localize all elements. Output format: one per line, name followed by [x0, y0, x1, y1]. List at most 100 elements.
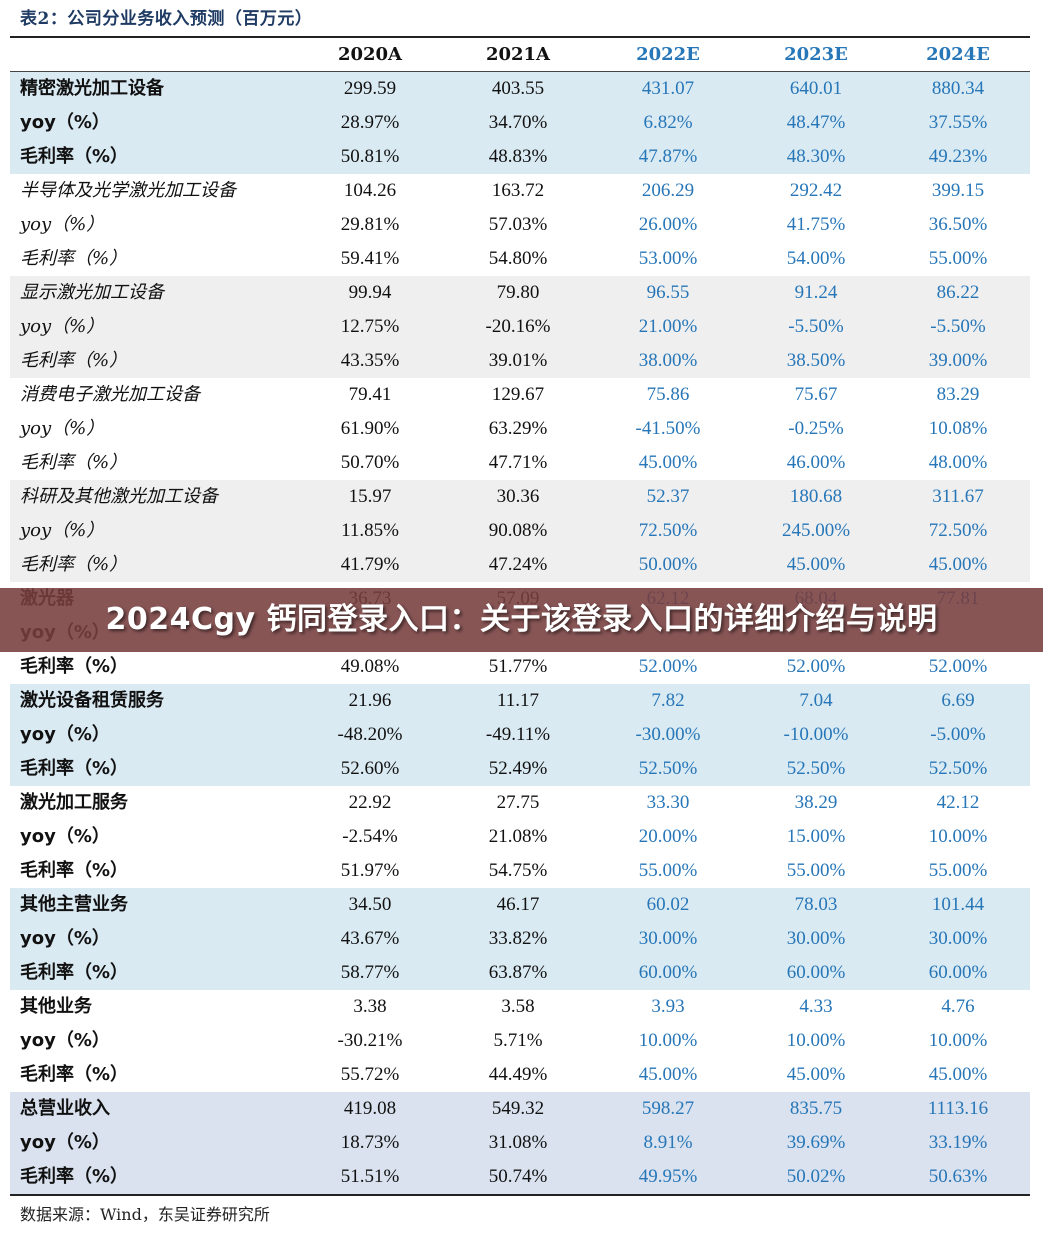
table-cell: 52.37	[646, 486, 690, 507]
column-header: 2023E	[784, 44, 848, 65]
table-cell: 54.00%	[786, 248, 846, 269]
table-cell: 51.97%	[340, 860, 400, 881]
table-cell: 52.60%	[340, 758, 400, 779]
table-cell: 36.50%	[928, 214, 988, 235]
row-label: 半导体及光学激光加工设备	[20, 180, 236, 201]
top-rule	[10, 36, 1030, 38]
table-cell: 403.55	[491, 78, 545, 99]
overlay-banner-text: 2024Cgy 钙同登录入口：关于该登录入口的详细介绍与说明	[105, 602, 938, 637]
table-cell: 311.67	[932, 486, 984, 507]
table-cell: -5.50%	[930, 316, 986, 337]
table-title: 表2：公司分业务收入预测（百万元）	[20, 9, 313, 29]
table-cell: 79.41	[348, 384, 392, 405]
table-cell: 7.82	[651, 690, 685, 711]
row-label: 消费电子激光加工设备	[20, 384, 200, 405]
table-cell: 12.75%	[340, 316, 400, 337]
table-cell: 104.26	[343, 180, 397, 201]
table-row: yoy（%） 12.75% -20.16% 21.00% -5.50% -5.50%	[10, 310, 1030, 344]
table-cell: 7.04	[799, 690, 833, 711]
table-cell: 46.17	[496, 894, 540, 915]
table-cell: 15.97	[348, 486, 392, 507]
table-row: yoy（%） 11.85% 90.08% 72.50% 245.00% 72.50%	[10, 514, 1030, 548]
table-cell: 49.23%	[928, 146, 988, 167]
table-cell: 4.33	[799, 996, 833, 1017]
table-cell: 78.03	[794, 894, 838, 915]
table-cell: 34.50	[348, 894, 392, 915]
table-cell: -2.54%	[342, 826, 398, 847]
table-cell: 51.51%	[340, 1166, 400, 1187]
table-cell: 75.67	[794, 384, 838, 405]
row-label: 毛利率（%）	[20, 1064, 129, 1085]
table-row: 毛利率（%） 50.81% 48.83% 47.87% 48.30% 49.23%	[10, 140, 1030, 174]
table-row: 消费电子激光加工设备 79.41 129.67 75.86 75.67 83.29	[10, 378, 1030, 412]
overlay-banner	[0, 588, 1043, 652]
table-cell: 38.29	[794, 792, 838, 813]
table-cell: 45.00%	[786, 1064, 846, 1085]
row-label: 毛利率（%）	[20, 1166, 129, 1187]
table-cell: 28.97%	[340, 112, 400, 133]
table-cell: 96.55	[646, 282, 690, 303]
table-cell: 60.00%	[638, 962, 698, 983]
segment-group: 精密激光加工设备 299.59 403.55 431.07 640.01 880.34 yo…	[10, 72, 1030, 174]
table-cell: 21.00%	[638, 316, 698, 337]
table-cell: 86.22	[936, 282, 980, 303]
table-cell: 39.69%	[786, 1132, 846, 1153]
table-cell: 52.49%	[488, 758, 548, 779]
table-row: 激光设备租赁服务 21.96 11.17 7.82 7.04 6.69	[10, 684, 1030, 718]
table-cell: 55.00%	[928, 860, 988, 881]
table-row: 毛利率（%） 58.77% 63.87% 60.00% 60.00% 60.00%	[10, 956, 1030, 990]
row-label: 总营业收入	[20, 1098, 110, 1119]
table-cell: -48.20%	[337, 724, 403, 745]
table-cell: -49.11%	[485, 724, 551, 745]
table-cell: 33.82%	[488, 928, 548, 949]
table-cell: 41.79%	[340, 554, 400, 575]
row-label: 毛利率（%）	[20, 554, 128, 575]
segment-group: 半导体及光学激光加工设备 104.26 163.72 206.29 292.42 399.…	[10, 174, 1030, 276]
table-cell: 299.59	[343, 78, 397, 99]
table-cell: 79.80	[496, 282, 540, 303]
table-cell: 42.12	[936, 792, 980, 813]
table-cell: 55.72%	[340, 1064, 400, 1085]
table-cell: 41.75%	[786, 214, 846, 235]
table-cell: 419.08	[343, 1098, 397, 1119]
table-cell: 10.00%	[928, 826, 988, 847]
table-cell: 50.74%	[488, 1166, 548, 1187]
table-cell: 22.92	[348, 792, 392, 813]
table-row: yoy（%） 29.81% 57.03% 26.00% 41.75% 36.50%	[10, 208, 1030, 242]
table-cell: 52.00%	[638, 656, 698, 677]
table-row: yoy（%） -48.20% -49.11% -30.00% -10.00% -5.00%	[10, 718, 1030, 752]
table-cell: 45.00%	[928, 1064, 988, 1085]
table-cell: 52.50%	[928, 758, 988, 779]
table-cell: 50.02%	[786, 1166, 846, 1187]
table-cell: 47.87%	[638, 146, 698, 167]
table-row: yoy（%） 18.73% 31.08% 8.91% 39.69% 33.19%	[10, 1126, 1030, 1160]
table-row: 毛利率（%） 50.70% 47.71% 45.00% 46.00% 48.00%	[10, 446, 1030, 480]
row-label: 其他业务	[20, 996, 92, 1017]
table-row: yoy（%） 61.90% 63.29% -41.50% -0.25% 10.08%	[10, 412, 1030, 446]
table-cell: 20.00%	[638, 826, 698, 847]
segment-group: 其他主营业务 34.50 46.17 60.02 78.03 101.44 yoy（%） 43…	[10, 888, 1030, 990]
table-row: yoy（%） -2.54% 21.08% 20.00% 15.00% 10.00%	[10, 820, 1030, 854]
table-cell: 52.50%	[786, 758, 846, 779]
table-cell: 50.70%	[340, 452, 400, 473]
table-header-row: 2020A 2021A 2022E 2023E 2024E	[10, 38, 1030, 71]
table-cell: 99.94	[348, 282, 392, 303]
column-header: 2022E	[636, 44, 700, 65]
row-label: 科研及其他激光加工设备	[20, 486, 218, 507]
table-cell: 61.90%	[340, 418, 400, 439]
row-label: yoy（%）	[20, 214, 105, 235]
table-cell: 45.00%	[786, 554, 846, 575]
table-cell: 6.69	[941, 690, 975, 711]
table-cell: 11.85%	[341, 520, 399, 541]
table-cell: 46.00%	[786, 452, 846, 473]
table-cell: 60.02	[646, 894, 690, 915]
table-cell: 598.27	[641, 1098, 695, 1119]
table-cell: 53.00%	[638, 248, 698, 269]
table-cell: 39.00%	[928, 350, 988, 371]
table-row: 其他业务 3.38 3.58 3.93 4.33 4.76	[10, 990, 1030, 1024]
table-cell: -20.16%	[485, 316, 551, 337]
table-row: 毛利率（%） 51.97% 54.75% 55.00% 55.00% 55.00%	[10, 854, 1030, 888]
table-cell: 48.00%	[928, 452, 988, 473]
table-row: 其他主营业务 34.50 46.17 60.02 78.03 101.44	[10, 888, 1030, 922]
table-cell: 47.71%	[488, 452, 548, 473]
